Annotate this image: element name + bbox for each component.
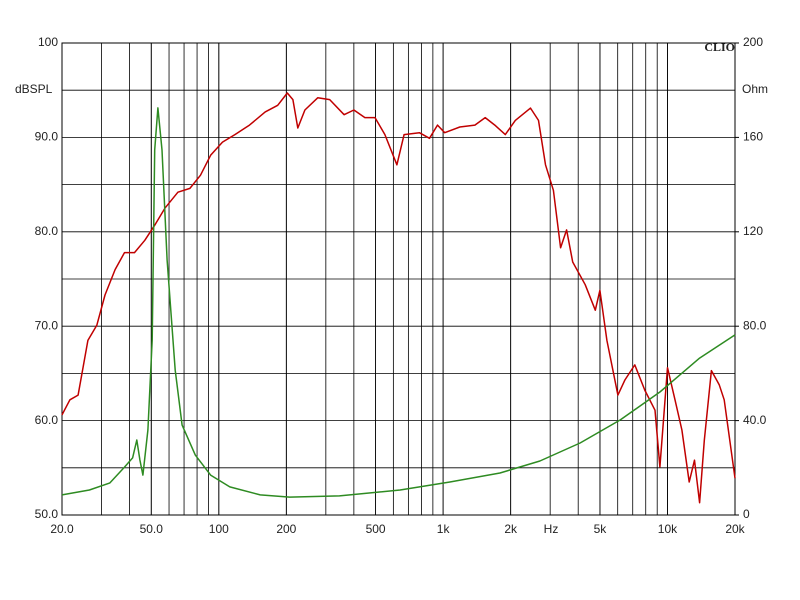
x-tick-label: 20.0 xyxy=(50,522,74,536)
y-tick-label: 50.0 xyxy=(35,507,59,521)
x-tick-label: 10k xyxy=(658,522,678,536)
x-tick-label: 500 xyxy=(366,522,386,536)
y-tick-label: 100 xyxy=(38,35,58,49)
y2-tick-label: 80.0 xyxy=(743,318,767,332)
y2-tick-label: 200 xyxy=(743,35,763,49)
y-tick-label: 70.0 xyxy=(35,318,59,332)
y-tick-label: 60.0 xyxy=(35,413,59,427)
y-tick-label: 80.0 xyxy=(35,224,59,238)
y2-tick-label: 160 xyxy=(743,130,763,144)
series-line xyxy=(61,107,736,498)
x-tick-label: 20k xyxy=(725,522,745,536)
y2-tick-label: 40.0 xyxy=(743,413,767,427)
x-tick-label: 5k xyxy=(594,522,608,536)
x-tick-label: 200 xyxy=(276,522,296,536)
x-tick-label: 2k xyxy=(504,522,518,536)
y2-axis-label: Ohm xyxy=(742,82,768,96)
series-line xyxy=(61,92,736,504)
x-axis-label: Hz xyxy=(544,522,559,536)
x-tick-label: 1k xyxy=(437,522,451,536)
x-tick-label: 50.0 xyxy=(140,522,164,536)
y-axis-label: dBSPL xyxy=(15,82,53,96)
y2-tick-label: 0 xyxy=(743,507,750,521)
y2-tick-label: 120 xyxy=(743,224,763,238)
y-tick-label: 90.0 xyxy=(35,130,59,144)
brand: CLIO xyxy=(704,40,735,54)
plot-frame xyxy=(61,42,736,516)
x-tick-label: 100 xyxy=(209,522,229,536)
